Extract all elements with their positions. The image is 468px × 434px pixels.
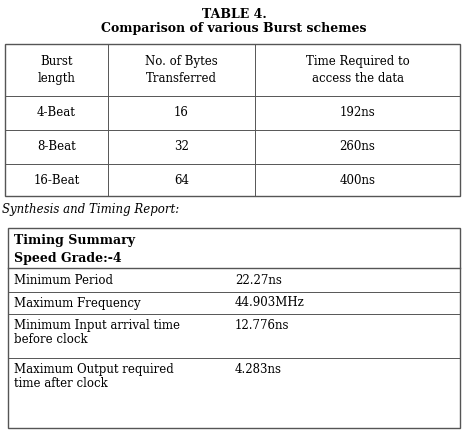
Text: Minimum Input arrival time: Minimum Input arrival time	[14, 319, 180, 332]
Text: Minimum Period: Minimum Period	[14, 273, 113, 286]
Text: 8-Beat: 8-Beat	[37, 141, 76, 154]
Text: before clock: before clock	[14, 333, 88, 346]
Text: 4-Beat: 4-Beat	[37, 106, 76, 119]
Text: 4.283ns: 4.283ns	[235, 363, 282, 376]
Text: 192ns: 192ns	[340, 106, 375, 119]
Text: 260ns: 260ns	[340, 141, 375, 154]
Text: Comparison of various Burst schemes: Comparison of various Burst schemes	[101, 22, 367, 35]
Text: 64: 64	[174, 174, 189, 187]
Text: 400ns: 400ns	[339, 174, 375, 187]
Bar	[8, 228, 460, 428]
Text: 12.776ns: 12.776ns	[235, 319, 290, 332]
Text: time after clock: time after clock	[14, 377, 108, 390]
Text: 22.27ns: 22.27ns	[235, 273, 282, 286]
Text: TABLE 4.: TABLE 4.	[202, 8, 266, 21]
Text: Synthesis and Timing Report:: Synthesis and Timing Report:	[2, 203, 179, 216]
Text: 16-Beat: 16-Beat	[33, 174, 80, 187]
Text: Maximum Frequency: Maximum Frequency	[14, 296, 140, 309]
Text: No. of Bytes
Transferred: No. of Bytes Transferred	[145, 55, 218, 85]
Text: 44.903MHz: 44.903MHz	[235, 296, 305, 309]
Bar	[5, 44, 460, 196]
Text: Burst
length: Burst length	[37, 55, 75, 85]
Text: Maximum Output required: Maximum Output required	[14, 363, 174, 376]
Text: Timing Summary: Timing Summary	[14, 234, 135, 247]
Text: 16: 16	[174, 106, 189, 119]
Text: 32: 32	[174, 141, 189, 154]
Text: Speed Grade:-4: Speed Grade:-4	[14, 252, 122, 265]
Text: Time Required to
access the data: Time Required to access the data	[306, 55, 410, 85]
